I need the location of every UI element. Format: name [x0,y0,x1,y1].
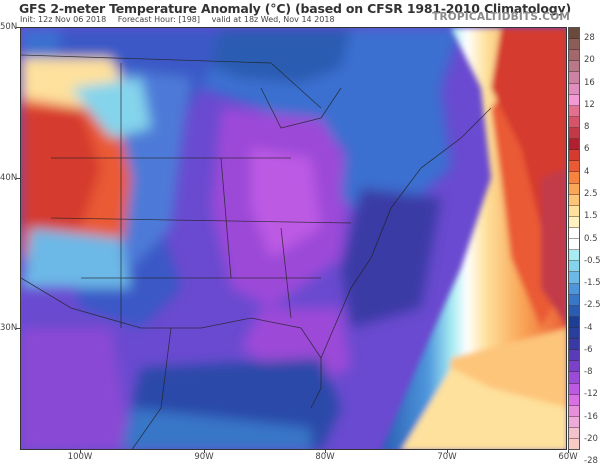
colorbar-swatch [569,294,579,306]
longitude-tick [325,450,326,453]
colorbar-swatch [569,227,579,240]
colorbar-swatch [569,28,579,40]
colorbar-swatch [569,50,579,62]
colorbar-label: -0.5 [584,255,600,266]
latitude-label: 30N [0,323,18,333]
colorbar-label: -20 [584,433,598,444]
init-time: Init: 12z Nov 06 2018 [20,15,107,24]
longitude-label: 80W [315,452,335,462]
colorbar-label: -2.5 [584,300,600,311]
colorbar-swatch [569,316,579,328]
colorbar-swatch [569,427,579,440]
colorbar-swatch [569,283,579,295]
colorbar-swatch [569,305,579,317]
latitude-tick [16,178,20,179]
latitude-tick [16,328,20,329]
colorbar-swatch [569,205,579,217]
colorbar-swatch [569,161,579,173]
longitude-label: 70W [437,452,457,462]
colorbar-swatch [569,61,579,73]
colorbar-swatch [569,361,579,373]
colorbar-swatch [569,127,579,140]
colorbar-swatch [569,339,579,351]
longitude-label: 100W [67,452,93,462]
colorbar-label: 2.5 [584,188,598,199]
longitude-label: 60W [558,452,578,462]
colorbar-swatch [569,405,579,417]
longitude-tick [204,450,205,453]
colorbar-label: -28 [584,456,598,466]
colorbar-swatch [569,72,579,84]
colorbar-swatch [569,150,579,162]
chart-subtitle: Init: 12z Nov 06 2018 Forecast Hour: [19… [20,15,344,24]
temperature-anomaly-map [20,27,567,450]
colorbar-label: 0.5 [584,233,598,244]
colorbar-swatch [569,139,579,151]
colorbar-label: 12 [584,99,595,110]
colorbar-label: -1.5 [584,278,600,289]
longitude-tick [447,450,448,453]
colorbar-swatch [569,250,579,262]
colorbar-swatch [569,350,579,362]
colorbar-swatch [569,327,579,340]
colorbar-swatch [569,261,579,273]
colorbar-label: 20 [584,55,595,66]
colorbar-swatch [569,416,579,428]
colorbar-label: -4 [584,322,593,333]
colorbar-label: 1.5 [584,211,598,222]
colorbar-swatch [569,394,579,406]
longitude-tick [568,450,569,453]
colorbar-label: 28 [584,33,595,44]
colorbar-swatch [569,272,579,284]
brand-watermark: TROPICALTIDBITS.COM [432,11,570,23]
colorbar-label: 6 [584,144,590,155]
colorbar-swatch [569,116,579,128]
colorbar-label: -12 [584,389,598,400]
longitude-tick [80,450,81,453]
colorbar-label: 8 [584,122,590,133]
colorbar-label: -16 [584,411,598,422]
colorbar-swatch [569,194,579,206]
colorbar-swatch [569,372,579,384]
colorbar-swatch [569,172,579,184]
colorbar-swatch [569,183,579,195]
colorbar-swatch [569,216,579,228]
colorbar-swatch [569,83,579,95]
colorbar-swatch [569,105,579,117]
colorbar-label: -6 [584,344,593,355]
colorbar-swatch [569,94,579,106]
colorbar-swatch [569,383,579,395]
colorbar [568,27,580,450]
valid-time: valid at 18z Wed, Nov 14 2018 [211,15,335,24]
colorbar-label: 4 [584,166,590,177]
latitude-label: 40N [0,173,18,183]
colorbar-swatch [569,39,579,51]
colorbar-label: -8 [584,367,593,378]
longitude-label: 90W [194,452,214,462]
latitude-tick [16,27,20,28]
forecast-hour: Forecast Hour: [198] [117,15,201,24]
colorbar-label: 16 [584,77,595,88]
latitude-label: 50N [0,22,18,32]
colorbar-swatch [569,439,579,450]
chart-title: GFS 2-meter Temperature Anomaly (°C) (ba… [19,1,571,16]
map-graphic [21,28,566,449]
colorbar-swatch [569,239,579,251]
